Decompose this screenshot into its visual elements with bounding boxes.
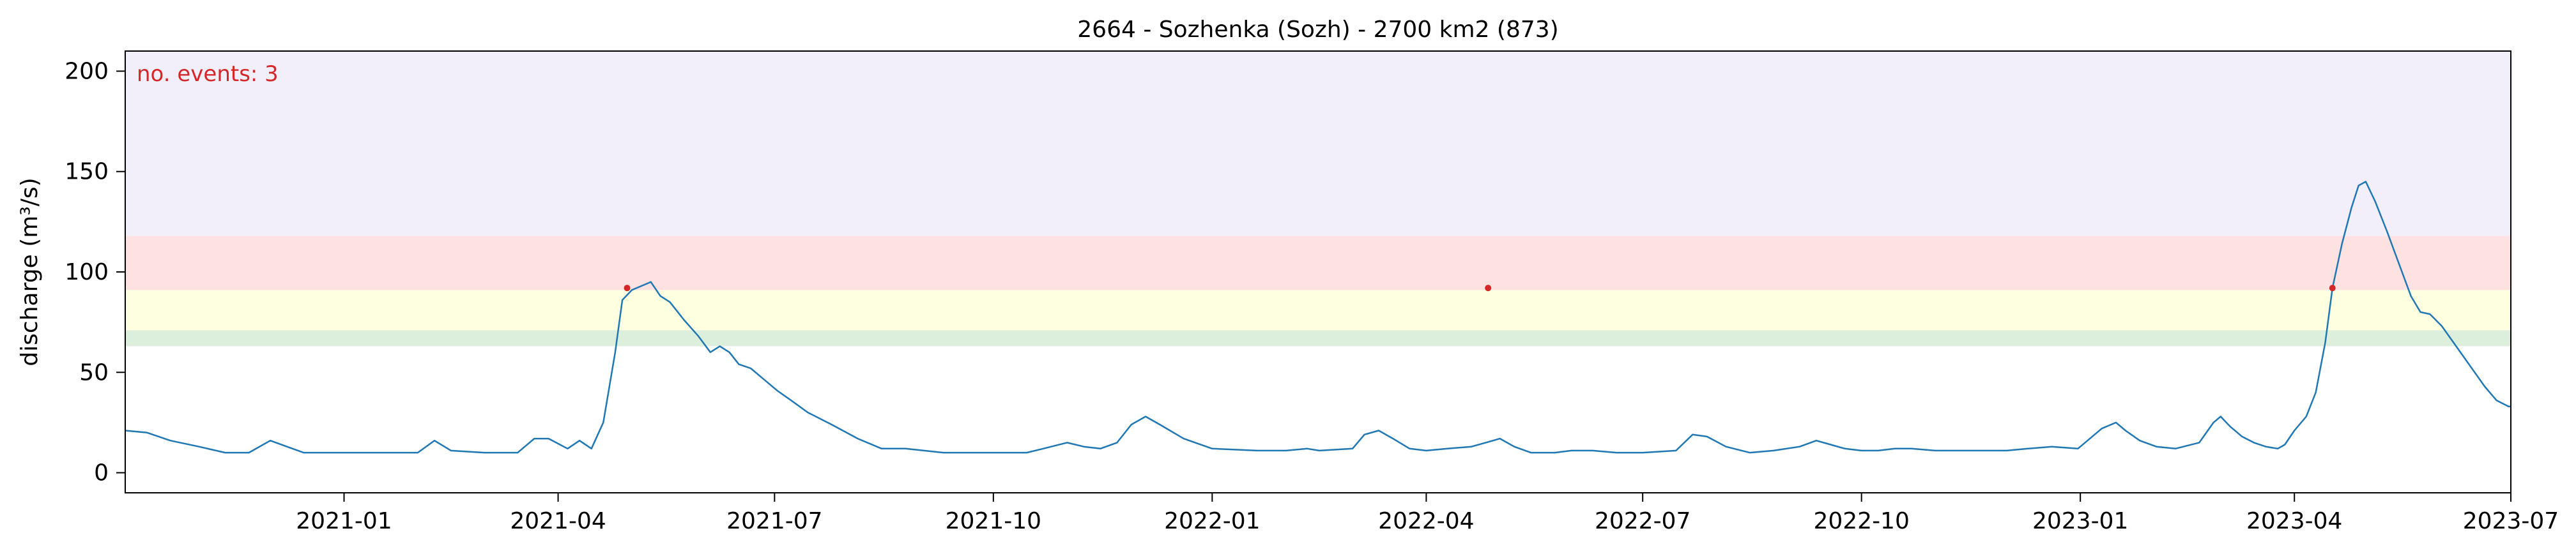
threshold-band-2 bbox=[125, 236, 2511, 290]
threshold-bands bbox=[125, 51, 2511, 347]
plot-frame bbox=[125, 50, 2511, 493]
threshold-band-0 bbox=[125, 330, 2511, 347]
chart-title: 2664 - Sozhenka (Sozh) - 2700 km2 (873) bbox=[1077, 17, 1558, 43]
threshold-band-1 bbox=[125, 290, 2511, 331]
y-tick-label: 50 bbox=[79, 359, 109, 386]
x-tick-label: 2021-04 bbox=[510, 508, 606, 534]
y-tick-label: 100 bbox=[65, 259, 109, 285]
x-tick-label: 2023-07 bbox=[2463, 508, 2559, 534]
x-tick-label: 2022-01 bbox=[1164, 508, 1260, 534]
event-marker bbox=[624, 285, 631, 292]
event-marker bbox=[1485, 285, 1492, 292]
y-tick-label: 150 bbox=[65, 159, 109, 185]
x-tick-label: 2022-10 bbox=[1813, 508, 1909, 534]
event-markers bbox=[624, 285, 2336, 292]
x-tick-label: 2023-04 bbox=[2246, 508, 2342, 534]
threshold-band-3 bbox=[125, 51, 2511, 236]
y-tick-label: 200 bbox=[65, 58, 109, 84]
x-tick-label: 2022-07 bbox=[1595, 508, 1690, 534]
x-tick-label: 2021-10 bbox=[946, 508, 1041, 534]
x-tick-label: 2023-01 bbox=[2032, 508, 2128, 534]
x-tick-label: 2022-04 bbox=[1378, 508, 1474, 534]
ticks: 0 50 100 150 200 2021-01 2021-04 2021-07 2021-10… bbox=[65, 58, 2559, 534]
x-tick-label: 2021-01 bbox=[296, 508, 392, 534]
discharge-series-line bbox=[125, 181, 2511, 454]
event-count-annotation: no. events: 3 bbox=[137, 61, 279, 87]
x-tick-label: 2021-07 bbox=[726, 508, 822, 534]
event-marker bbox=[2329, 285, 2336, 292]
y-axis-label: discharge (m³/s) bbox=[17, 177, 43, 366]
series-layer bbox=[125, 181, 2511, 454]
y-tick-label: 0 bbox=[94, 460, 109, 486]
